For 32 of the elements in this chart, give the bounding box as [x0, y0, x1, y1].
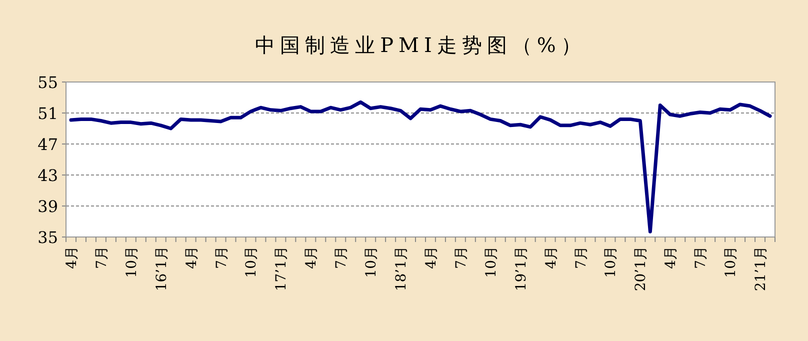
- x-tick-label: 7月: [334, 246, 350, 269]
- x-tick-label: 10月: [603, 246, 620, 278]
- x-tick-label: 4月: [663, 246, 680, 269]
- x-tick-label: 10月: [483, 246, 500, 278]
- line-series: [69, 100, 772, 234]
- x-tick-label: 7月: [573, 246, 590, 269]
- x-tick-label: 4月: [64, 246, 80, 269]
- y-tick-label: 55: [38, 73, 58, 92]
- x-tick-label: 19’1月: [513, 246, 530, 292]
- y-tick-label: 51: [38, 104, 58, 123]
- x-tick-label: 4月: [184, 246, 200, 269]
- x-tick-label: 16’1月: [154, 246, 170, 292]
- y-tick-label: 47: [38, 135, 58, 154]
- x-tick-label: 10月: [244, 246, 260, 278]
- x-tick-label: 4月: [304, 246, 320, 269]
- x-tick-label: 4月: [423, 246, 440, 269]
- x-tick-label: 10月: [124, 246, 140, 278]
- x-tick-label: 7月: [693, 246, 710, 269]
- y-tick-label: 35: [38, 228, 58, 247]
- x-tick-label: 7月: [453, 246, 470, 269]
- x-tick-label: 7月: [214, 246, 230, 269]
- x-tick-label: 17’1月: [274, 246, 290, 292]
- y-tick-label: 43: [38, 166, 58, 185]
- x-tick-label: 7月: [94, 246, 110, 269]
- x-tick-label: 18’1月: [394, 246, 410, 292]
- x-tick-label: 10月: [723, 246, 740, 278]
- x-tick-label: 21’1月: [753, 246, 770, 292]
- x-tick-label: 10月: [364, 246, 380, 278]
- chart-title: 中国制造业PMI走势图（%）: [255, 33, 586, 57]
- x-tick-label: 20’1月: [633, 246, 650, 292]
- x-tick-label: 4月: [543, 246, 560, 269]
- y-tick-label: 39: [38, 197, 58, 216]
